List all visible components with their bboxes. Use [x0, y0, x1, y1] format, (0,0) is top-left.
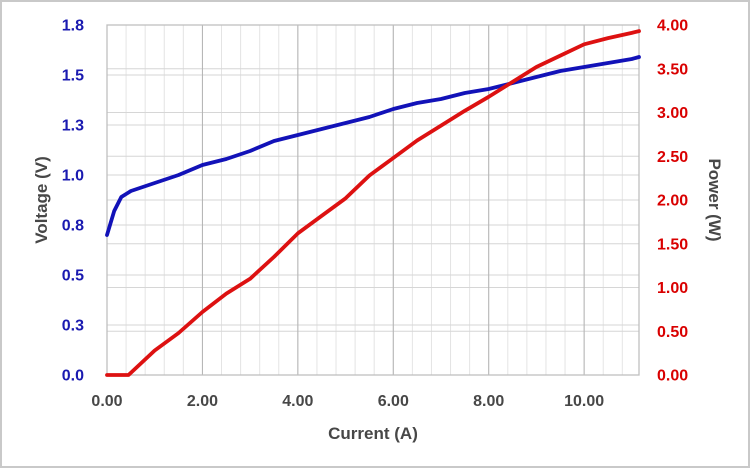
- left-tick-label: 0.8: [62, 218, 84, 235]
- right-tick-label: 3.50: [657, 61, 688, 78]
- series-line-voltage: [105, 55, 641, 237]
- x-tick-label: 8.00: [473, 393, 504, 410]
- x-axis-title: Current (A): [328, 424, 418, 443]
- right-tick-label: 4.00: [657, 18, 688, 35]
- right-tick-label: 2.00: [657, 193, 688, 210]
- x-tick-label: 10.00: [564, 393, 604, 410]
- right-tick-label: 0.50: [657, 324, 688, 341]
- left-tick-label: 1.5: [62, 68, 84, 85]
- left-tick-label: 0.3: [62, 318, 84, 335]
- x-tick-label: 2.00: [187, 393, 218, 410]
- left-tick-label: 1.8: [62, 18, 84, 35]
- right-tick-label: 3.00: [657, 105, 688, 122]
- x-tick-label: 0.00: [91, 393, 122, 410]
- right-tick-label: 1.00: [657, 280, 688, 297]
- left-tick-label: 0.0: [62, 368, 84, 385]
- left-tick-label: 1.0: [62, 168, 84, 185]
- right-tick-label: 2.50: [657, 149, 688, 166]
- x-tick-label: 6.00: [378, 393, 409, 410]
- series-line-power: [105, 29, 641, 377]
- plot-border: [106, 24, 640, 376]
- left-tick-label: 1.3: [62, 118, 84, 135]
- right-tick-label: 0.00: [657, 368, 688, 385]
- x-tick-label: 4.00: [282, 393, 313, 410]
- right-axis-title: Power (W): [705, 158, 724, 242]
- left-axis-title: Voltage (V): [32, 156, 51, 244]
- right-tick-label: 1.50: [657, 236, 688, 253]
- left-tick-label: 0.5: [62, 268, 84, 285]
